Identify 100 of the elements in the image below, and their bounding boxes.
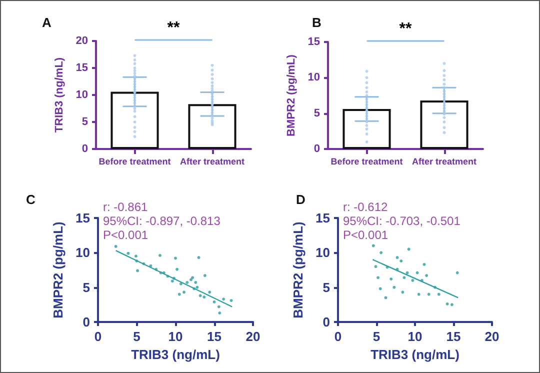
point [159,271,162,274]
point [230,299,233,302]
point [212,300,216,304]
chart-title: C [26,192,36,207]
point [434,286,437,289]
point [378,287,382,290]
point [170,280,174,283]
point [135,259,138,262]
point [222,298,226,301]
point [208,290,212,294]
point [134,254,138,258]
y-axis-title: BMPR2 (pg/mL) [50,222,66,318]
annotation: 95%CI: -0.897, -0.813 [103,214,221,228]
point [411,278,414,282]
point [191,276,194,280]
point [400,259,403,262]
point [114,244,118,248]
chart-title: A [42,15,52,30]
point [401,290,404,294]
y-axis-title: BMPR2 (pg/mL) [290,222,306,318]
x-tick-label: After treatment [412,156,477,166]
point [176,268,179,271]
point [166,274,170,278]
point [142,262,146,266]
chart-title: D [296,192,306,207]
annotation: 95%CI: -0.703, -0.501 [343,214,461,228]
point [190,278,192,282]
point [450,303,454,306]
y-tick-label: 10 [316,245,330,260]
point [196,286,199,289]
y-tick-label: 0 [82,314,90,330]
point [218,311,222,314]
y-tick-label: 0 [82,143,88,155]
x-tick-label: 20 [484,329,500,344]
point [416,271,419,274]
point [396,256,399,260]
y-tick-label: 10 [76,245,90,260]
point [420,278,424,282]
point [422,262,426,266]
x-tick-label: Before treatment [98,156,171,166]
point [406,271,409,274]
annotation: P<0.001 [103,228,148,242]
y-tick-label: 10 [76,89,88,101]
point [384,296,388,300]
x-tick-label: 0 [94,329,102,344]
x-axis-title: TRIB3 (ng/mL) [370,346,460,362]
y-tick-label: 0 [322,314,330,330]
chart-title: B [312,15,322,30]
y-tick-label: 5 [82,280,90,295]
point [158,254,162,257]
y-tick-label: 15 [76,62,88,74]
y-tick-label: 5 [322,280,330,295]
point [202,296,206,299]
y-tick-label: 5 [82,116,88,128]
x-tick-label: 15 [446,329,461,344]
x-tick-label: 5 [372,329,380,344]
point [136,269,140,272]
point [386,266,389,269]
y-tick-label: 15 [316,210,330,226]
point [154,268,158,271]
text: r: -0.612 [343,200,388,214]
x-tick-label: After treatment [180,156,245,166]
y-axis-title: BMPR2 (pg/mL) [285,54,298,136]
y-tick-label: 10 [308,72,320,84]
x-tick-label: 15 [207,329,222,344]
y-tick-label: 0 [314,143,320,155]
x-tick-label: 20 [246,329,260,344]
y-tick-label: 20 [76,35,88,47]
point [182,290,186,294]
x-axis-title: TRIB3 (ng/mL) [131,346,220,362]
point [374,265,378,268]
y-axis-title: TRIB3 (ng/mL) [53,57,66,133]
point [162,271,166,274]
point [392,286,396,289]
point [198,294,202,298]
y-tick-label: 5 [314,107,320,120]
point [192,287,196,290]
point [149,264,152,268]
point [446,302,449,306]
x-tick-label: 0 [334,329,342,344]
point [372,244,375,248]
point [407,248,410,251]
text: r: -0.861 [103,200,148,214]
point [172,276,176,280]
point [396,268,399,271]
x-tick-label: 10 [408,329,422,344]
point [380,251,383,254]
text: ** [167,20,180,36]
point [174,256,177,260]
x-tick-label: 5 [133,329,140,344]
point [126,252,130,255]
point [197,256,200,260]
point [179,282,182,286]
y-tick-label: 15 [76,210,90,226]
y-tick-label: 15 [308,36,320,48]
point [390,278,393,281]
x-tick-label: Before treatment [330,156,403,166]
point [217,305,220,308]
point [402,276,406,280]
text: ** [399,20,412,38]
